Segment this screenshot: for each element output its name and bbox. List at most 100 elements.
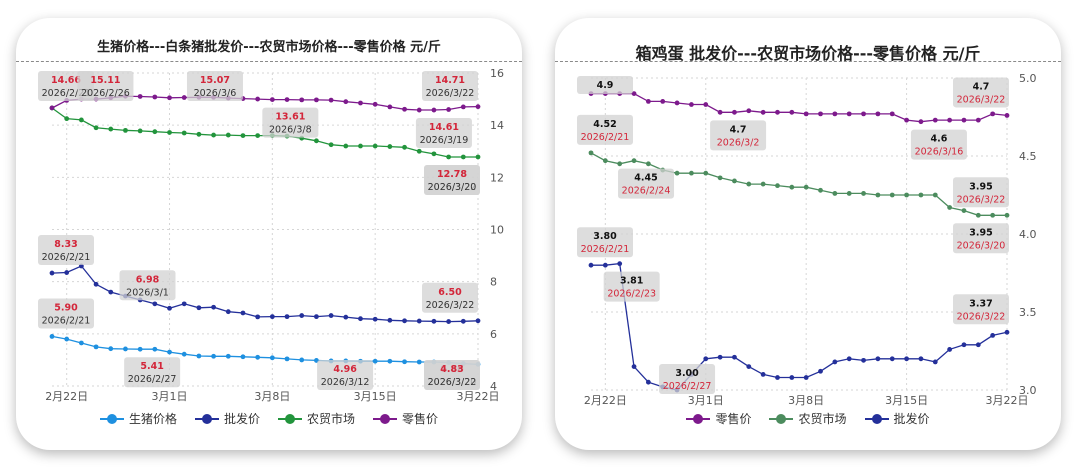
series-line <box>51 335 479 366</box>
y-tick-label: 16 <box>490 67 504 80</box>
callout-value: 5.90 <box>54 302 78 313</box>
data-point <box>602 158 608 164</box>
chart-card-egg: 箱鸡蛋 批发价---农贸市场价格---零售价格 元/斤 3.0 3.5 4.0 4.5… <box>555 18 1061 450</box>
data-point <box>269 314 275 320</box>
data-point <box>760 181 766 187</box>
y-tick-label: 8 <box>490 276 497 289</box>
data-point <box>475 154 481 160</box>
data-callout: 15.11 2026/2/26 <box>77 71 134 101</box>
data-point <box>617 161 623 167</box>
callout-box <box>577 76 633 94</box>
data-point <box>717 354 723 360</box>
callout-box <box>38 298 94 329</box>
data-point <box>832 359 838 365</box>
legend-swatch <box>99 413 124 425</box>
data-point <box>269 355 275 361</box>
data-callout: 3.95 2026/3/20 <box>953 223 1009 254</box>
title-divider <box>16 61 522 62</box>
callout-box <box>119 270 176 301</box>
data-point <box>889 192 895 198</box>
data-callout: 15.07 2026/3/6 <box>186 71 243 101</box>
data-point <box>137 346 143 352</box>
data-point <box>64 270 70 275</box>
data-callout: 12.78 2026/3/20 <box>424 164 480 195</box>
data-point <box>64 116 70 122</box>
data-point <box>631 91 637 96</box>
data-point <box>645 99 651 104</box>
y-tick-label: 3.0 <box>1019 384 1037 397</box>
data-point <box>674 170 680 176</box>
data-point <box>975 342 981 348</box>
data-point <box>889 356 895 362</box>
legend-item[interactable]: 零售价 <box>373 410 438 427</box>
data-point <box>299 313 305 318</box>
legend-item[interactable]: 生猪价格 <box>99 410 177 427</box>
y-tick-label: 14 <box>490 119 504 132</box>
data-point <box>93 344 99 350</box>
data-point <box>760 109 766 115</box>
y-tick-label: 12 <box>490 171 504 184</box>
legend-label: 批发价 <box>893 412 930 426</box>
callout-value: 8.33 <box>54 239 77 250</box>
data-point <box>904 117 909 123</box>
callout-date: 2026/3/22 <box>426 300 475 311</box>
data-point <box>446 107 452 112</box>
data-callout: 4.6 2026/3/16 <box>910 129 967 160</box>
data-point <box>402 144 407 150</box>
callout-value: 4.7 <box>973 81 990 92</box>
legend-item[interactable]: 零售价 <box>686 410 751 427</box>
chart-title: 箱鸡蛋 批发价---农贸市场价格---零售价格 元/斤 <box>635 44 981 63</box>
legend-label: 批发价 <box>223 412 260 426</box>
data-point <box>211 132 216 138</box>
legend-item[interactable]: 农贸市场 <box>278 410 355 427</box>
data-point <box>990 333 996 338</box>
callout-box <box>577 114 633 145</box>
data-point <box>875 111 881 117</box>
data-point <box>645 379 651 385</box>
x-tick-label: 3月8日 <box>788 394 824 407</box>
data-callout: 14.71 2026/3/22 <box>422 71 478 101</box>
data-point <box>932 192 938 198</box>
data-point <box>775 109 780 115</box>
data-point <box>674 100 680 106</box>
data-point <box>746 108 752 114</box>
legend-swatch <box>769 413 794 425</box>
data-point <box>861 191 866 196</box>
legend-label: 农贸市场 <box>798 412 847 426</box>
callout-date: 2026/2/21 <box>581 244 630 255</box>
data-point <box>775 375 780 380</box>
data-point <box>818 187 823 193</box>
callout-value: 13.61 <box>275 112 305 123</box>
callout-value: 4.96 <box>333 364 357 375</box>
callout-box <box>953 294 1009 325</box>
callout-value: 12.78 <box>437 169 467 180</box>
data-point <box>990 212 996 218</box>
data-point <box>284 314 290 320</box>
callout-date: 2026/3/22 <box>957 94 1006 105</box>
line-chart-egg: 3.0 3.5 4.0 4.5 5.0 2月22日 3月1日 3月8日 3月15日 3月22日 4.… <box>577 72 1037 407</box>
data-point <box>152 301 158 307</box>
data-point <box>387 358 393 364</box>
data-point <box>167 95 172 101</box>
legend-item[interactable]: 农贸市场 <box>769 410 847 427</box>
x-tick-label: 3月22日 <box>457 390 500 403</box>
legend-item[interactable]: 批发价 <box>864 410 930 427</box>
callout-value: 4.7 <box>730 124 747 135</box>
data-point <box>918 356 924 362</box>
callout-value: 3.95 <box>969 181 992 192</box>
data-point <box>746 181 752 187</box>
legend-item[interactable]: 批发价 <box>194 410 260 427</box>
data-point <box>631 158 637 164</box>
x-tick-label: 3月22日 <box>986 394 1029 407</box>
callout-box <box>262 107 319 138</box>
data-point <box>861 357 866 363</box>
data-point <box>446 154 452 160</box>
data-point <box>152 129 158 135</box>
data-point <box>775 183 780 189</box>
data-callout: 4.7 2026/3/22 <box>953 77 1009 108</box>
callout-date: 2026/2/21 <box>42 252 91 263</box>
data-callout: 6.50 2026/3/22 <box>422 282 478 313</box>
data-point <box>137 94 143 99</box>
data-point <box>108 289 114 295</box>
